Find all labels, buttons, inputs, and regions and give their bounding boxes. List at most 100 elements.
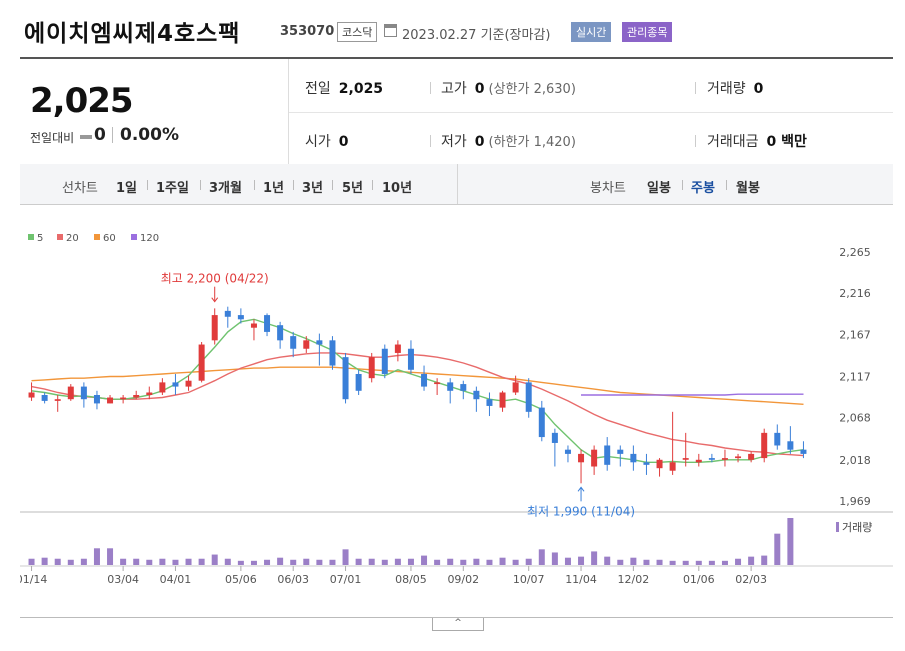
market-badge: 코스닥	[337, 22, 377, 42]
stock-name: 에이치엠씨제4호스팩	[24, 14, 240, 48]
lower-limit: (하한가 1,420)	[489, 135, 576, 150]
volume-bar	[643, 560, 649, 565]
divider	[147, 180, 148, 190]
y-tick-label: 2,117	[839, 371, 871, 384]
amount-value: 0 백만	[767, 134, 807, 150]
stock-code: 353070	[280, 24, 334, 39]
candle-body	[68, 387, 74, 400]
candle-body	[630, 454, 636, 462]
x-tick-label: 12/02	[618, 573, 650, 586]
candle-body	[473, 391, 479, 399]
volume-bar	[460, 560, 466, 565]
volume-bar	[591, 551, 597, 565]
x-tick-label: 02/03	[735, 573, 767, 586]
volume-bar	[473, 559, 479, 565]
y-tick-label: 2,265	[839, 246, 871, 259]
y-tick-label: 2,216	[839, 287, 871, 300]
candle-body	[238, 315, 244, 319]
realtime-button[interactable]: 실시간	[571, 22, 611, 42]
candle-monthly[interactable]: 월봉	[736, 177, 760, 196]
period-1d[interactable]: 1일	[116, 177, 137, 196]
period-bar: 선차트 1일 1주일 3개월 1년 3년 5년 10년 봉차트 일봉 주봉 월봉	[20, 164, 893, 205]
candle-chart-label: 봉차트	[590, 177, 626, 196]
candle-body	[709, 458, 715, 460]
price-area: 2,025 전일대비 0 0.00%	[20, 59, 289, 165]
candle-body	[617, 450, 623, 454]
y-tick-label: 2,068	[839, 412, 871, 425]
volume-bar	[303, 559, 309, 565]
x-tick-label: 07/01	[330, 573, 362, 586]
volume-legend-label: 거래량	[842, 521, 872, 534]
divider	[200, 180, 201, 190]
ma20-line	[32, 353, 804, 456]
amount-label: 거래대금	[707, 134, 759, 150]
candle-body	[81, 387, 87, 400]
volume-bar	[238, 561, 244, 565]
ma120-line	[581, 394, 804, 395]
change-label: 전일대비	[30, 129, 74, 146]
candle-body	[277, 325, 283, 340]
volume-bar	[526, 559, 532, 565]
candle-body	[761, 433, 767, 458]
x-tick-label: 11/04	[565, 573, 597, 586]
candle-body	[735, 456, 741, 458]
candle-body	[696, 460, 702, 463]
candle-body	[787, 441, 793, 449]
legend-swatch	[28, 234, 34, 240]
x-tick-label: 01/06	[683, 573, 715, 586]
candle-body	[251, 324, 257, 328]
low-price: 저가 0 (하한가 1,420)	[441, 131, 576, 151]
upper-limit: (상한가 2,630)	[489, 82, 576, 97]
period-1w[interactable]: 1주일	[156, 177, 189, 196]
volume-bar	[486, 560, 492, 565]
chart-canvas: 5 20 60 120 2,265 2,216 2,167 2,117 2,068 2,018 1,…	[20, 205, 893, 617]
volume-bar	[146, 560, 152, 565]
candle-body	[447, 382, 453, 390]
candle-body	[486, 399, 492, 406]
candle-body	[643, 462, 649, 465]
volume-bar	[657, 560, 663, 565]
candle-body	[146, 392, 152, 395]
x-tick-label: 10/07	[513, 573, 545, 586]
line-chart-label: 선차트	[62, 177, 98, 196]
period-5y[interactable]: 5년	[342, 177, 363, 196]
volume-bar	[120, 559, 126, 565]
candle-body	[513, 382, 519, 392]
candle-body	[55, 399, 61, 401]
title-bar: 에이치엠씨제4호스팩 353070 코스닥 2023.02.27 기준(장마감)…	[0, 0, 905, 52]
candle-body	[748, 454, 754, 460]
candle-body	[186, 381, 192, 387]
divider	[293, 180, 294, 190]
x-tick-label: 04/01	[160, 573, 192, 586]
collapse-button[interactable]: ^	[432, 618, 484, 631]
volume-bar	[578, 557, 584, 565]
period-3y[interactable]: 3년	[302, 177, 323, 196]
candle-body	[107, 398, 113, 404]
period-1y[interactable]: 1년	[263, 177, 284, 196]
period-3m[interactable]: 3개월	[209, 177, 242, 196]
divider	[254, 180, 255, 190]
volume-bar	[565, 558, 571, 565]
volume-bar	[107, 548, 113, 565]
candle-body	[94, 395, 100, 403]
volume-bar	[630, 558, 636, 565]
candle-body	[500, 392, 506, 407]
volume-bar	[513, 560, 519, 565]
candle-body	[552, 433, 558, 443]
divider	[695, 82, 696, 94]
quote-panel: 2,025 전일대비 0 0.00% 전일 2,025 고가 0 (상한가 2,630…	[20, 57, 893, 166]
legend-swatch	[94, 234, 100, 240]
period-10y[interactable]: 10년	[382, 177, 412, 196]
volume-bar	[787, 518, 793, 565]
candle-daily[interactable]: 일봉	[647, 177, 671, 196]
x-tick-label: 01/14	[20, 573, 47, 586]
volume-bar	[42, 558, 48, 565]
divider	[682, 180, 683, 190]
divider	[332, 180, 333, 190]
legend-label: 60	[103, 233, 116, 244]
y-tick-label: 2,018	[839, 454, 871, 467]
volume-bar	[316, 560, 322, 565]
open-label: 시가	[305, 134, 331, 150]
candle-weekly[interactable]: 주봉	[691, 177, 715, 196]
x-tick-label: 08/05	[395, 573, 427, 586]
